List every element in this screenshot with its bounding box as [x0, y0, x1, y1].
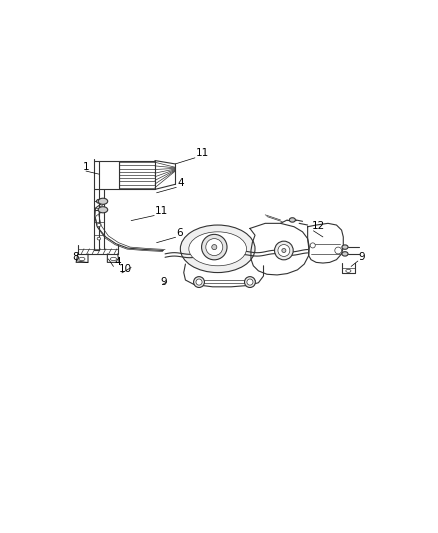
- Text: 1: 1: [83, 162, 89, 172]
- Ellipse shape: [278, 245, 290, 256]
- Text: 6: 6: [176, 228, 183, 238]
- Text: 10: 10: [119, 264, 132, 274]
- Ellipse shape: [98, 207, 108, 213]
- Ellipse shape: [97, 223, 101, 227]
- Ellipse shape: [96, 199, 101, 203]
- Text: 11: 11: [155, 206, 168, 216]
- Ellipse shape: [189, 232, 247, 266]
- Ellipse shape: [244, 277, 255, 287]
- Bar: [99, 160, 119, 189]
- Text: 9: 9: [359, 252, 365, 262]
- Ellipse shape: [247, 279, 253, 285]
- Ellipse shape: [98, 198, 108, 204]
- Ellipse shape: [196, 279, 202, 285]
- Ellipse shape: [206, 239, 223, 256]
- Ellipse shape: [180, 225, 255, 272]
- Ellipse shape: [212, 245, 217, 249]
- Text: 9: 9: [161, 278, 167, 287]
- Ellipse shape: [310, 243, 315, 248]
- Ellipse shape: [201, 235, 227, 260]
- Ellipse shape: [290, 218, 295, 222]
- Text: 4: 4: [177, 178, 184, 188]
- Ellipse shape: [110, 257, 117, 261]
- Text: 4: 4: [114, 257, 121, 267]
- Ellipse shape: [342, 252, 348, 256]
- Ellipse shape: [342, 245, 348, 249]
- Ellipse shape: [346, 269, 351, 272]
- Ellipse shape: [275, 241, 293, 260]
- Text: 8: 8: [72, 252, 79, 262]
- Text: 11: 11: [196, 149, 209, 158]
- Ellipse shape: [194, 277, 205, 287]
- Ellipse shape: [79, 257, 85, 261]
- Ellipse shape: [335, 247, 342, 254]
- Text: 12: 12: [312, 221, 325, 231]
- Ellipse shape: [97, 237, 101, 240]
- Ellipse shape: [282, 248, 286, 253]
